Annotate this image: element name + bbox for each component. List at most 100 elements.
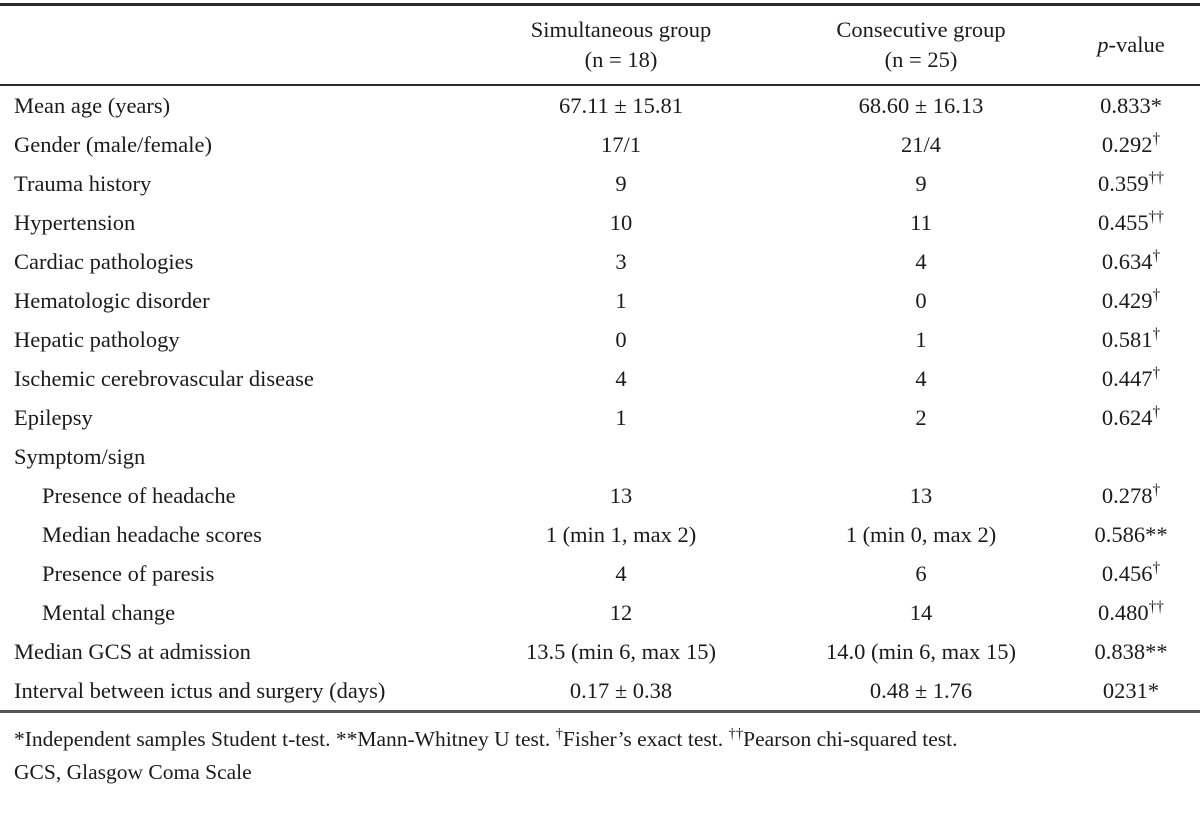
header-row: Simultaneous group (n = 18) Consecutive …	[0, 6, 1200, 86]
simultaneous-value: 1	[615, 287, 627, 313]
consecutive-value: 0	[915, 287, 927, 313]
footnote-tests-line: *Independent samples Student t-test. **M…	[14, 725, 958, 751]
table-row: Hypertension 10 11 0.455††	[0, 203, 1200, 242]
p-value-marker: **	[1145, 638, 1168, 664]
p-value: 0.278†	[1101, 481, 1161, 508]
p-value-marker: *	[1147, 677, 1160, 703]
consecutive-value: 13	[909, 482, 933, 508]
consecutive-value: 9	[915, 170, 927, 196]
header-simultaneous-group: Simultaneous group (n = 18)	[462, 6, 780, 86]
p-value: 0.447†	[1101, 364, 1161, 391]
row-label: Median headache scores	[42, 521, 262, 547]
p-value-marker: ††	[1148, 169, 1164, 186]
p-value: 0.480††	[1098, 598, 1164, 625]
p-value: 0.624†	[1101, 403, 1161, 430]
consecutive-value: 11	[910, 209, 932, 235]
p-value: 0.456†	[1101, 559, 1161, 586]
consecutive-value: 2	[915, 404, 927, 430]
table-row: Mean age (years) 67.11 ± 15.81 68.60 ± 16.…	[0, 85, 1200, 125]
header-pvalue: p-value	[1062, 6, 1200, 86]
p-value: 0.838**	[1094, 638, 1168, 664]
consecutive-value: 1 (min 0, max 2)	[845, 521, 997, 547]
header-simultaneous-line1: Simultaneous group	[530, 16, 712, 42]
p-value-marker: †	[1152, 559, 1161, 576]
footnote-marker: **	[335, 727, 358, 751]
p-value-marker: †	[1152, 481, 1161, 498]
p-value-marker: *	[1150, 92, 1162, 118]
p-value	[1062, 437, 1200, 476]
table-top-rule	[0, 3, 1200, 6]
simultaneous-value: 9	[615, 170, 627, 196]
simultaneous-value: 4	[615, 560, 627, 586]
table-row: Gender (male/female) 17/1 21/4 0.292†	[0, 125, 1200, 164]
row-label: Presence of headache	[42, 482, 236, 508]
consecutive-value: 0.48 ± 1.76	[869, 677, 973, 703]
simultaneous-value: 3	[615, 248, 627, 274]
row-label: Hepatic pathology	[14, 326, 180, 352]
consecutive-value: 14.0 (min 6, max 15)	[826, 638, 1016, 664]
footnote-marker: †	[555, 725, 563, 742]
p-value-marker: †	[1152, 130, 1161, 147]
table-row: Hepatic pathology 0 1 0.581†	[0, 320, 1200, 359]
footnote-gcs-line: GCS, Glasgow Coma Scale	[14, 760, 252, 785]
table-row: Ischemic cerebrovascular disease 4 4 0.447†	[0, 359, 1200, 398]
p-value-marker: **	[1145, 521, 1168, 547]
table-row: Presence of headache 13 13 0.278†	[0, 476, 1200, 515]
row-label: Symptom/sign	[14, 443, 146, 469]
section-row: Symptom/sign	[0, 437, 1200, 476]
p-value: 0.634†	[1101, 247, 1161, 274]
table-row: Mental change 12 14 0.480††	[0, 593, 1200, 632]
header-simultaneous-line2: (n = 18)	[584, 47, 658, 72]
footnotes: *Independent samples Student t-test. **M…	[0, 713, 1200, 790]
p-value: 0.292†	[1101, 130, 1161, 157]
row-label: Gender (male/female)	[14, 131, 213, 157]
row-label: Hypertension	[14, 209, 136, 235]
simultaneous-value: 17/1	[600, 131, 641, 157]
table-row: Interval between ictus and surgery (days…	[0, 671, 1200, 710]
p-value-marker: †	[1152, 247, 1161, 264]
simultaneous-value: 13.5 (min 6, max 15)	[526, 638, 716, 664]
header-empty-cell	[0, 6, 462, 86]
consecutive-value: 1	[915, 326, 927, 352]
simultaneous-value: 10	[609, 209, 633, 235]
consecutive-value: 4	[915, 248, 927, 274]
table-row: Median GCS at admission 13.5 (min 6, max …	[0, 632, 1200, 671]
row-label: Presence of paresis	[42, 560, 215, 586]
simultaneous-value: 0	[615, 326, 627, 352]
consecutive-value: 6	[915, 560, 927, 586]
p-value: 0.586**	[1094, 521, 1168, 547]
table-row: Trauma history 9 9 0.359††	[0, 164, 1200, 203]
simultaneous-value	[462, 437, 780, 476]
table-row: Cardiac pathologies 3 4 0.634†	[0, 242, 1200, 281]
row-label: Interval between ictus and surgery (days…	[14, 677, 386, 703]
row-label: Epilepsy	[14, 404, 93, 430]
p-value-marker: †	[1152, 364, 1161, 381]
header-consecutive-line2: (n = 25)	[884, 47, 958, 72]
simultaneous-value: 0.17 ± 0.38	[569, 677, 673, 703]
simultaneous-value: 12	[609, 599, 633, 625]
table-row: Median headache scores 1 (min 1, max 2) 1 …	[0, 515, 1200, 554]
header-pvalue-italic-p: p	[1097, 31, 1109, 57]
p-value: 0.429†	[1101, 286, 1161, 313]
footnote-marker: ††	[728, 725, 744, 742]
header-pvalue-rest: -value	[1108, 31, 1165, 57]
table-body: Mean age (years) 67.11 ± 15.81 68.60 ± 16.…	[0, 85, 1200, 710]
consecutive-value: 68.60 ± 16.13	[858, 92, 984, 118]
simultaneous-value: 1 (min 1, max 2)	[545, 521, 697, 547]
p-value-marker: ††	[1148, 598, 1164, 615]
row-label: Ischemic cerebrovascular disease	[14, 365, 314, 391]
row-label: Mental change	[42, 599, 176, 625]
footnote-marker: *	[14, 727, 25, 751]
p-value: 0.455††	[1098, 208, 1164, 235]
p-value: 0.581†	[1101, 325, 1161, 352]
consecutive-value: 4	[915, 365, 927, 391]
simultaneous-value: 4	[615, 365, 627, 391]
consecutive-value: 14	[909, 599, 933, 625]
row-label: Trauma history	[14, 170, 152, 196]
p-value: 0.833*	[1100, 92, 1162, 118]
table-row: Epilepsy 1 2 0.624†	[0, 398, 1200, 437]
p-value-marker: †	[1152, 403, 1161, 420]
p-value-marker: †	[1152, 286, 1161, 303]
simultaneous-value: 13	[609, 482, 633, 508]
